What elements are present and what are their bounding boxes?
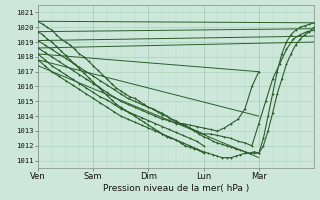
X-axis label: Pression niveau de la mer( hPa ): Pression niveau de la mer( hPa )	[103, 184, 249, 193]
